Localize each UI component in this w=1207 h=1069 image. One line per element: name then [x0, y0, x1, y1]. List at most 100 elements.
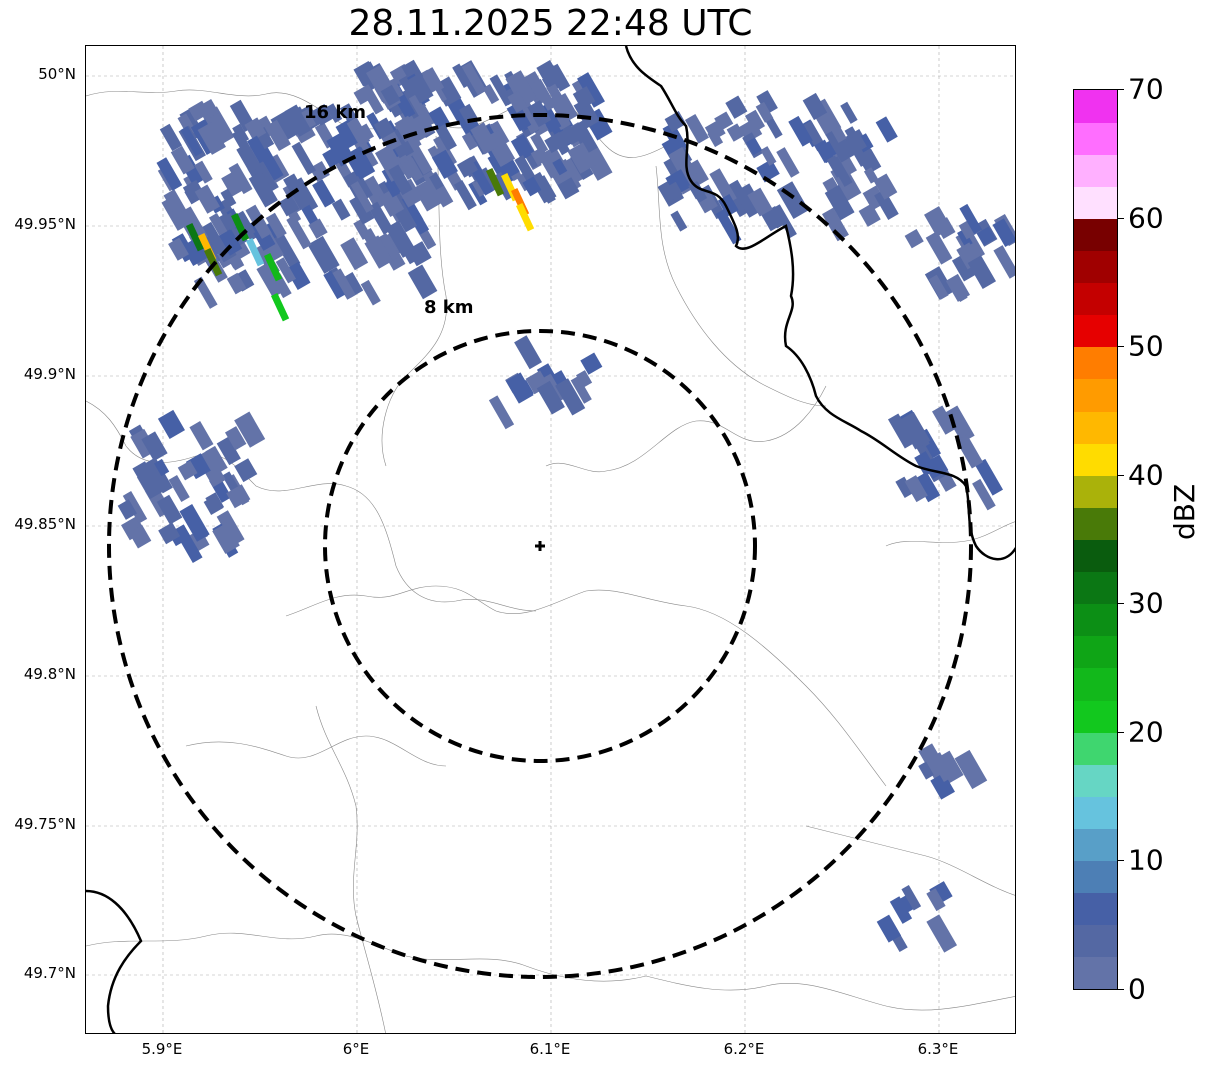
colorbar-segment	[1074, 314, 1117, 348]
echo-cell	[360, 279, 381, 306]
echo-cell	[185, 453, 211, 480]
colorbar-segment	[1074, 346, 1117, 380]
colorbar-tick-label: 50	[1128, 329, 1164, 363]
echo-cell	[392, 127, 415, 157]
echo-cell	[547, 63, 571, 92]
colorbar-segment	[1074, 732, 1117, 765]
echo-cell	[410, 212, 430, 235]
echo-cell	[428, 106, 451, 132]
colorbar-segment	[1074, 956, 1117, 990]
echo-cell-strong	[515, 203, 535, 232]
echo-cell	[122, 491, 148, 524]
colorbar-segment	[1074, 635, 1117, 669]
echo-cell	[189, 421, 214, 451]
echo-cell	[756, 90, 778, 115]
echo-cell	[874, 189, 899, 220]
radar-map[interactable]: 16 km 8 km	[85, 45, 1016, 1034]
echo-cell	[887, 413, 916, 449]
echo-cell	[429, 172, 444, 190]
echo-cell	[575, 370, 593, 388]
echo-cell	[193, 276, 218, 309]
colorbar-segment	[1074, 828, 1117, 862]
echo-cell	[488, 395, 515, 430]
map-canvas: 16 km 8 km	[86, 46, 1015, 1033]
echo-cell	[159, 123, 183, 152]
echo-cell	[349, 194, 375, 225]
echo-cell	[234, 458, 258, 483]
echo-cell	[431, 149, 459, 180]
national-border	[624, 46, 1015, 561]
municipal-border	[545, 385, 827, 473]
echo-cell	[840, 101, 858, 124]
echo-cell-strong	[486, 168, 505, 197]
echo-cell	[194, 184, 220, 214]
echo-cell	[802, 92, 828, 121]
colorbar-tick-mark	[1118, 217, 1124, 219]
echo-cell	[826, 155, 846, 178]
colorbar-tick-mark	[1118, 474, 1124, 476]
echo-cell	[385, 220, 417, 258]
echo-cell	[163, 189, 188, 219]
echo-cell	[993, 245, 1015, 279]
echo-cell	[945, 273, 971, 302]
echo-cell	[221, 171, 244, 197]
echo-cell	[286, 215, 312, 250]
echo-cell	[413, 179, 442, 212]
echo-cell	[955, 434, 984, 469]
echo-cell	[419, 69, 439, 94]
echo-cell	[216, 510, 245, 546]
colorbar-segment	[1074, 924, 1117, 958]
echo-cell	[959, 203, 983, 235]
echo-cell	[177, 460, 198, 481]
echo-cell	[218, 228, 243, 256]
echo-cell	[714, 111, 734, 131]
echo-cell	[746, 137, 762, 156]
range-rings: 16 km 8 km	[107, 102, 973, 979]
echo-cell	[141, 431, 168, 462]
echo-cell	[536, 380, 565, 415]
echo-cell	[668, 147, 698, 182]
echo-cell	[489, 74, 514, 107]
colorbar-segment	[1074, 475, 1117, 508]
echo-cell	[264, 119, 291, 152]
echo-cell	[788, 115, 813, 147]
echo-cell	[530, 132, 549, 155]
echo-cell	[248, 171, 278, 208]
national-borders	[86, 46, 1015, 1033]
x-tick-label: 6.3°E	[917, 1040, 959, 1058]
echo-cell	[212, 522, 240, 554]
echo-cell	[247, 135, 270, 164]
colorbar-segment	[1074, 700, 1117, 733]
echo-cell	[510, 134, 535, 161]
echo-cell	[889, 896, 913, 924]
echo-cell	[380, 84, 401, 107]
echo-cell	[726, 123, 745, 142]
echo-cell	[580, 352, 603, 375]
echo-cell	[312, 179, 336, 208]
colorbar-tick-label: 0	[1128, 972, 1146, 1006]
range-ring-8km	[323, 329, 757, 763]
echo-cell	[188, 100, 210, 122]
echo-cell	[507, 90, 528, 113]
echo-cell	[926, 914, 958, 953]
municipal-border	[315, 705, 386, 1033]
echo-cell	[404, 157, 424, 182]
colorbar-segment	[1074, 764, 1117, 797]
echo-cell	[180, 126, 203, 157]
echo-cell	[470, 122, 498, 155]
echo-cell	[901, 884, 922, 911]
echo-cell	[284, 104, 312, 137]
echo-cell	[976, 226, 996, 246]
echo-cell	[570, 120, 599, 155]
x-tick-label: 6.2°E	[723, 1040, 765, 1058]
echo-cell	[339, 103, 358, 123]
echo-cell	[532, 78, 557, 111]
y-tick-label: 50°N	[38, 65, 76, 83]
echo-cell	[505, 70, 538, 108]
echo-cell	[715, 209, 742, 245]
echo-cell	[388, 164, 413, 196]
echo-cell	[407, 264, 438, 300]
echo-cell	[456, 156, 478, 178]
echo-cell	[688, 181, 705, 200]
echo-cell-strong	[246, 238, 265, 267]
